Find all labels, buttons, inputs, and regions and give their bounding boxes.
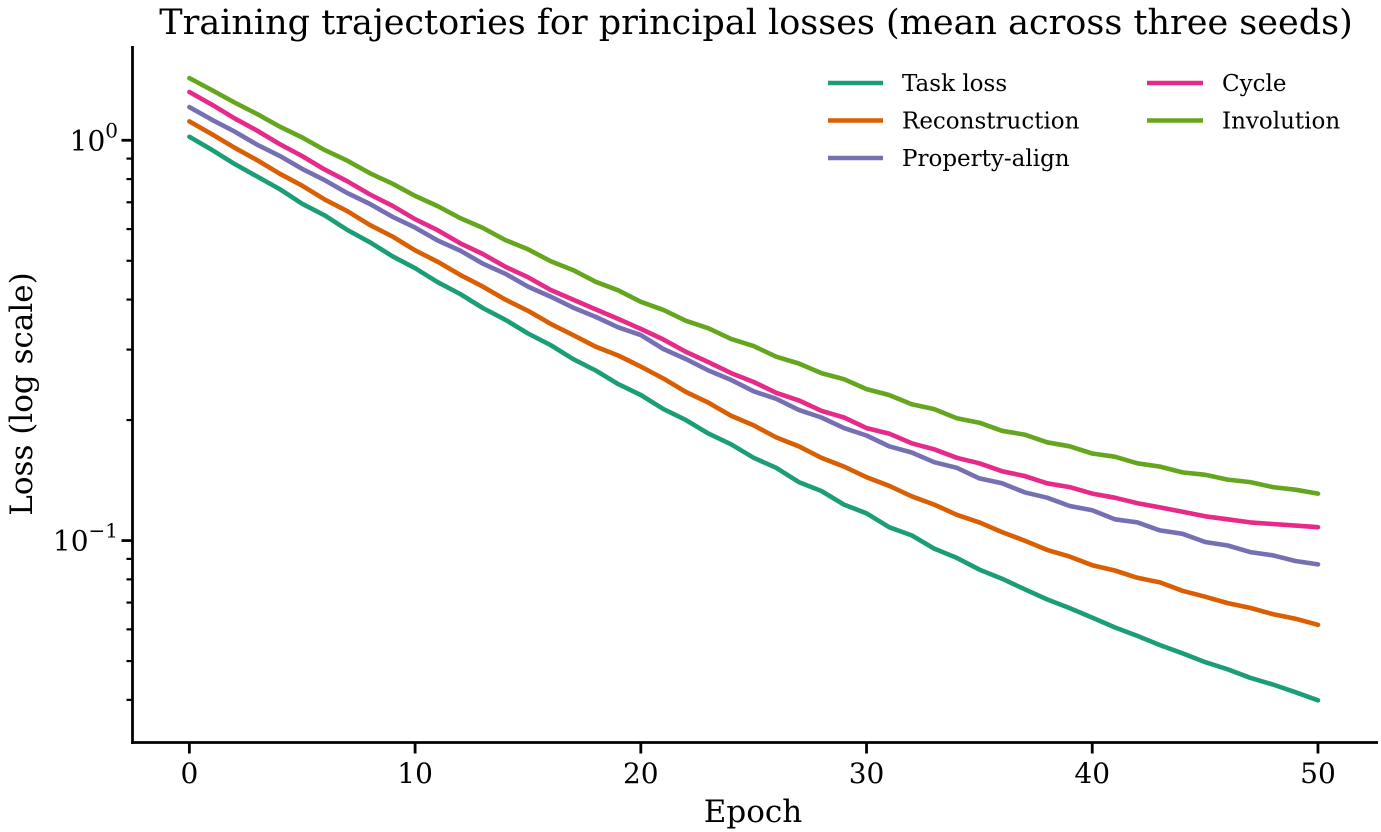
series-line-property-align [187,104,1321,567]
y-tick-label: 10−1 [53,519,118,558]
legend-label-task-loss: Task loss [902,71,1007,97]
series-line-task-loss [187,134,1321,703]
legend-label-cycle: Cycle [1222,71,1286,97]
legend-entry-reconstruction: Reconstruction [828,109,1080,135]
legend: Task loss Reconstruction Property-align Cyc… [828,71,1340,172]
x-tick-label: 0 [180,757,198,790]
y-tick-label: 100 [70,118,118,157]
x-tick-label: 10 [397,757,433,790]
legend-entry-task-loss: Task loss [828,71,1007,97]
legend-label-property-align: Property-align [902,146,1070,172]
legend-label-involution: Involution [1222,109,1340,135]
x-tick-label: 30 [849,757,885,790]
series-line-reconstruction [187,119,1321,628]
legend-entry-property-align: Property-align [828,146,1070,172]
x-tick-label: 20 [623,757,659,790]
y-tick-base: 10 [53,525,89,558]
x-tick-label: 50 [1300,757,1336,790]
legend-label-reconstruction: Reconstruction [902,109,1080,135]
legend-entry-involution: Involution [1147,109,1340,135]
chart-title: Training trajectories for principal loss… [159,3,1352,43]
series-line-involution [187,75,1321,496]
y-tick-exponent: 0 [105,118,118,142]
x-axis-label: Epoch [704,794,802,830]
y-axis-label: Loss (log scale) [4,272,40,515]
x-tick-label: 40 [1074,757,1110,790]
series-lines [187,75,1321,703]
y-tick-base: 10 [70,124,106,157]
y-tick-exponent: −1 [89,519,118,543]
legend-entry-cycle: Cycle [1147,71,1286,97]
series-line-cycle [187,89,1321,530]
